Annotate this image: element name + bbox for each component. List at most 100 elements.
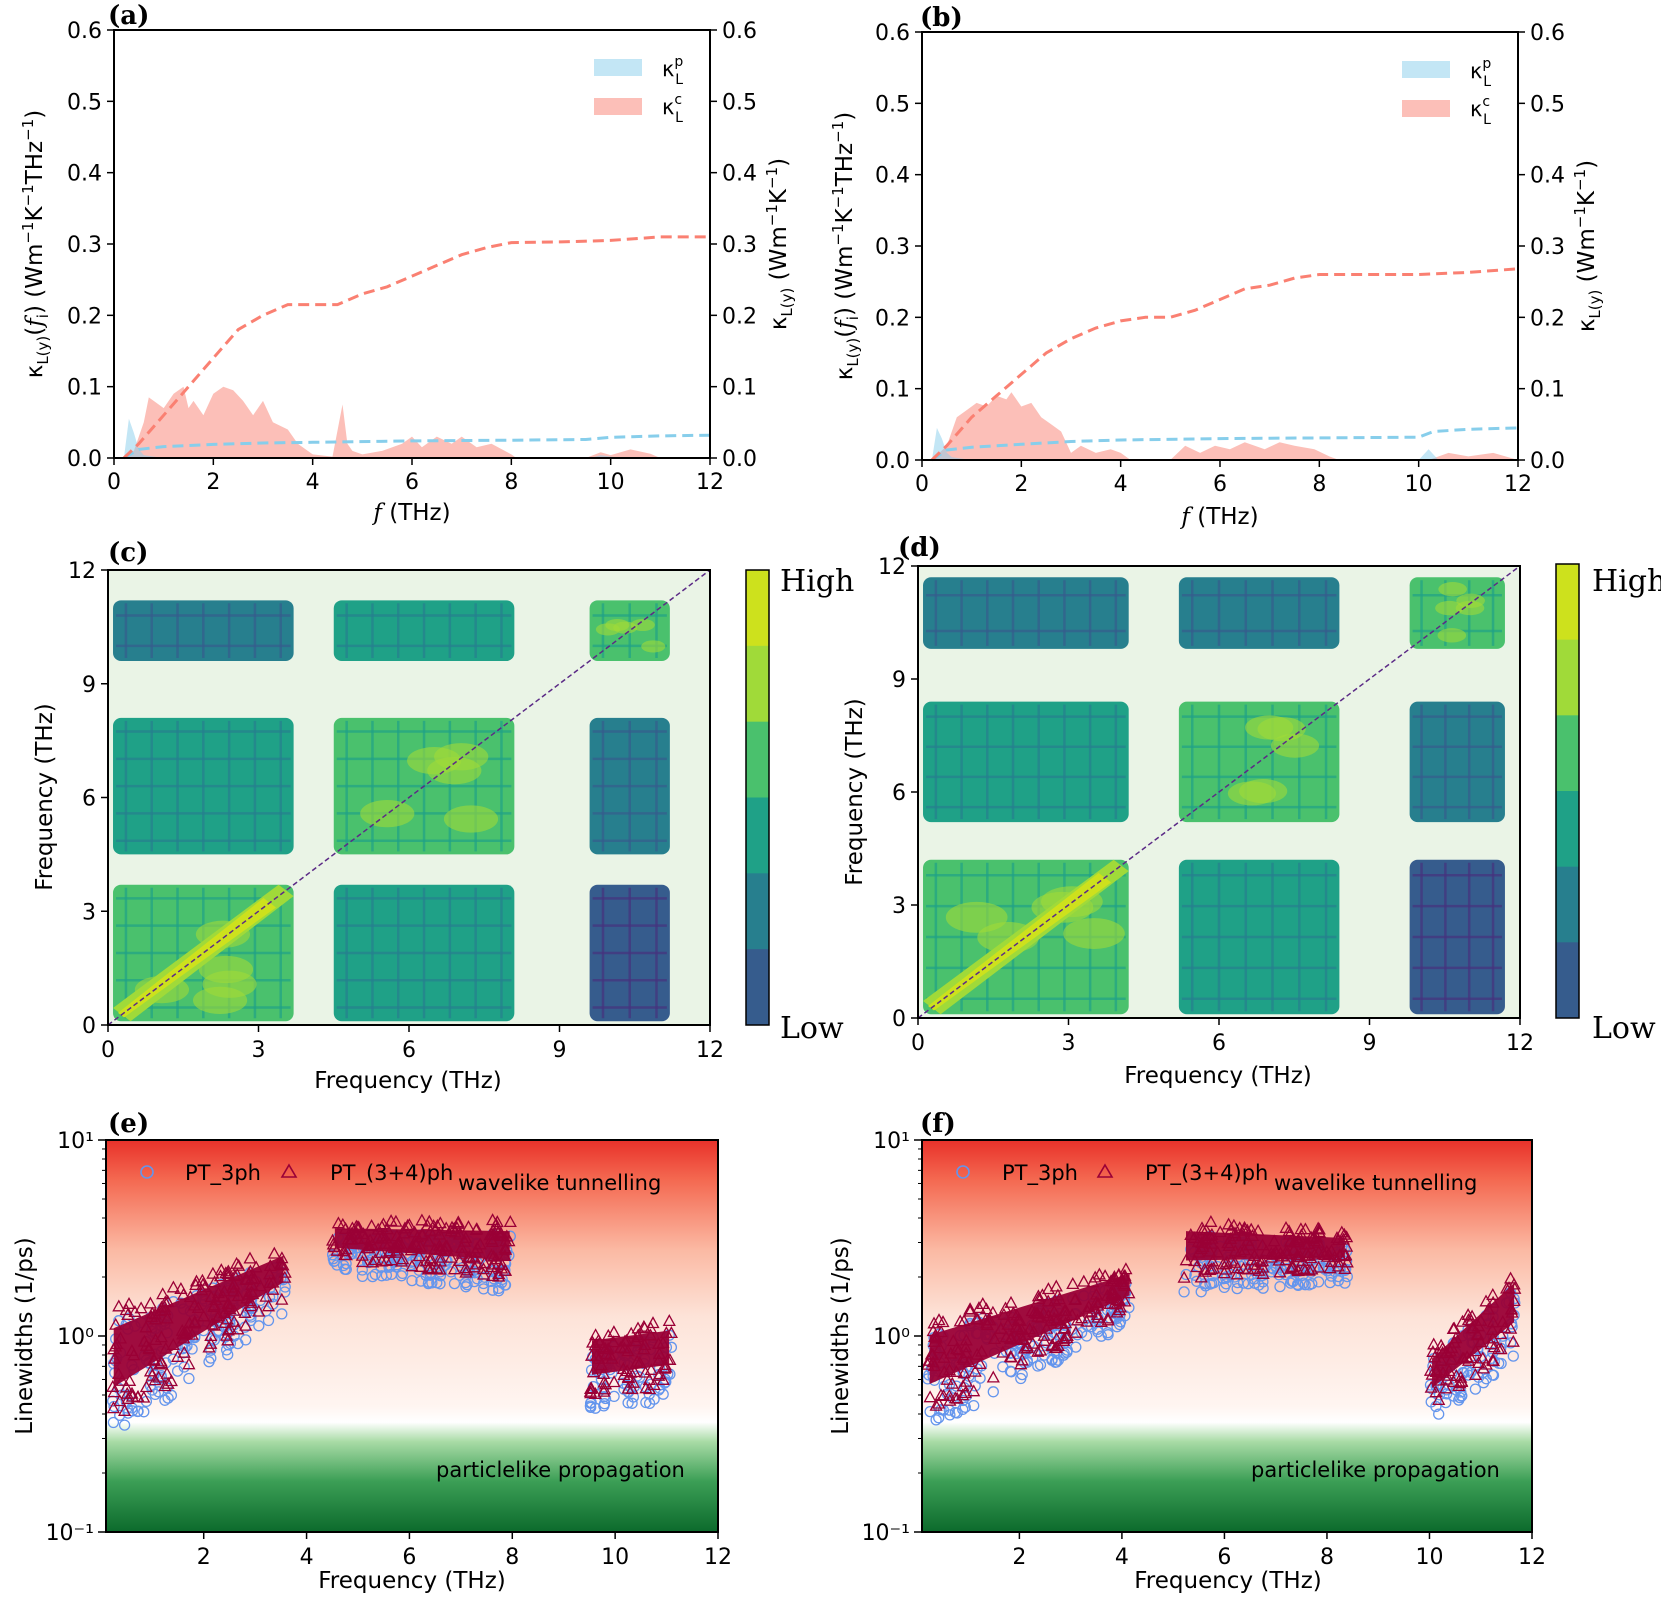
point-3ph	[108, 1400, 120, 1413]
point-34ph	[120, 1386, 134, 1399]
point-34ph	[637, 1319, 651, 1332]
point-3ph	[959, 1401, 971, 1413]
colorbar-frame	[745, 569, 770, 1026]
x-tick-label: 0	[107, 470, 121, 495]
point-3ph	[1237, 1277, 1250, 1289]
point-34ph	[1230, 1267, 1244, 1280]
x-tick-label: 10	[597, 470, 625, 495]
point-3ph	[1249, 1277, 1261, 1289]
point-34ph	[177, 1345, 191, 1358]
point-34ph	[145, 1368, 159, 1381]
point-34ph	[1439, 1381, 1453, 1394]
point-34ph	[230, 1256, 244, 1269]
panel-b-legend: κp L κc L	[1402, 56, 1491, 128]
point-34ph	[214, 1263, 228, 1276]
panel-b-ylabel-left: κL(y)(fi) (Wm−1K−1THz−1)	[829, 112, 862, 380]
point-34ph	[653, 1367, 667, 1380]
point-34ph	[1432, 1392, 1446, 1405]
point-34ph	[267, 1246, 281, 1259]
heatmap-contour	[407, 747, 462, 775]
point-34ph	[1426, 1344, 1440, 1357]
point-3ph	[1225, 1269, 1237, 1281]
point-34ph	[1057, 1331, 1071, 1344]
point-3ph	[1433, 1408, 1445, 1420]
point-34ph	[934, 1388, 948, 1401]
point-34ph	[423, 1254, 437, 1267]
point-3ph	[622, 1397, 634, 1409]
point-34ph	[1037, 1328, 1051, 1341]
point-34ph	[384, 1253, 399, 1266]
legend-label-34ph: PT_(3+4)ph	[1145, 1161, 1268, 1186]
point-3ph	[406, 1274, 418, 1287]
x-tick-label: 2	[197, 1545, 211, 1570]
point-34ph	[223, 1322, 237, 1335]
panel-c: 00 3 3 6 6 9 9 12 12 (c) Frequency (THz) Frequen…	[32, 538, 854, 1094]
heatmap-block	[1178, 577, 1340, 649]
point-34ph	[412, 1249, 426, 1262]
colorbar-segment	[746, 873, 769, 950]
point-3ph	[648, 1393, 660, 1405]
point-3ph	[968, 1399, 980, 1412]
point-3ph	[1487, 1369, 1500, 1381]
point-34ph	[1228, 1255, 1242, 1268]
point-3ph	[1095, 1330, 1107, 1342]
y-tick-label-right: 0.3	[1530, 235, 1565, 260]
panel-c-ylabel: Frequency (THz)	[32, 703, 58, 891]
legend-label-c: κc L	[662, 92, 683, 126]
point-34ph	[374, 1246, 388, 1259]
point-3ph	[1111, 1312, 1123, 1325]
point-34ph	[384, 1214, 398, 1227]
legend-marker-3ph	[140, 1165, 154, 1179]
point-3ph	[1324, 1276, 1336, 1289]
point-34ph	[252, 1304, 266, 1317]
panel-a-ylabel-right: κL(y) (Wm−1K−1)	[763, 158, 796, 330]
point-3ph	[118, 1419, 131, 1431]
x-tick-label: 9	[1363, 1031, 1377, 1056]
point-3ph	[1339, 1277, 1351, 1289]
x-tick-label: 2	[1012, 1545, 1026, 1570]
y-tick-label-left: 0.4	[67, 162, 102, 187]
point-34ph	[275, 1292, 289, 1305]
legend-label-c: κc L	[1470, 94, 1491, 128]
legend-label-34ph: PT_(3+4)ph	[330, 1161, 453, 1186]
point-34ph	[1080, 1314, 1094, 1327]
dense-cluster-core	[334, 1228, 510, 1261]
point-34ph	[647, 1378, 661, 1391]
point-34ph	[1236, 1261, 1251, 1274]
point-3ph	[1231, 1276, 1244, 1289]
point-34ph	[1468, 1367, 1482, 1380]
point-3ph	[1507, 1350, 1519, 1362]
point-3ph	[171, 1365, 184, 1377]
y-tick-label-right: 0.4	[1530, 164, 1565, 189]
point-3ph	[1206, 1277, 1218, 1290]
point-34ph	[453, 1254, 467, 1267]
point-3ph	[396, 1267, 409, 1280]
y-tick-label-right: 0.5	[722, 90, 757, 115]
point-34ph	[1110, 1305, 1124, 1318]
point-34ph	[154, 1356, 168, 1369]
point-34ph	[1272, 1253, 1286, 1266]
point-34ph	[1479, 1294, 1493, 1307]
point-34ph	[232, 1258, 246, 1271]
point-34ph	[932, 1396, 946, 1409]
x-tick-label: 0	[101, 1038, 115, 1063]
panel-c-cbar-low: Low	[780, 1011, 844, 1046]
colorbar-segment	[746, 949, 769, 1026]
x-tick-label: 2	[206, 470, 220, 495]
panel-d-cbar-high: High	[1592, 564, 1661, 599]
heatmap-diagonal-line	[107, 569, 711, 1026]
point-34ph	[1454, 1370, 1468, 1383]
point-34ph	[196, 1277, 210, 1290]
panel-b: 0 2 4 6 8 10 120.0 0.00.1 0.10.2 0.20.3 0.30.4 0.40…	[829, 3, 1604, 530]
point-34ph	[1035, 1288, 1049, 1301]
point-34ph	[1110, 1297, 1124, 1310]
point-3ph	[1081, 1330, 1093, 1342]
point-34ph	[1033, 1343, 1048, 1356]
point-34ph	[433, 1250, 447, 1263]
point-34ph	[929, 1398, 943, 1411]
point-3ph	[340, 1257, 352, 1270]
point-34ph	[1020, 1340, 1034, 1353]
point-34ph	[1094, 1315, 1108, 1328]
point-34ph	[470, 1257, 484, 1270]
point-34ph	[976, 1297, 990, 1310]
